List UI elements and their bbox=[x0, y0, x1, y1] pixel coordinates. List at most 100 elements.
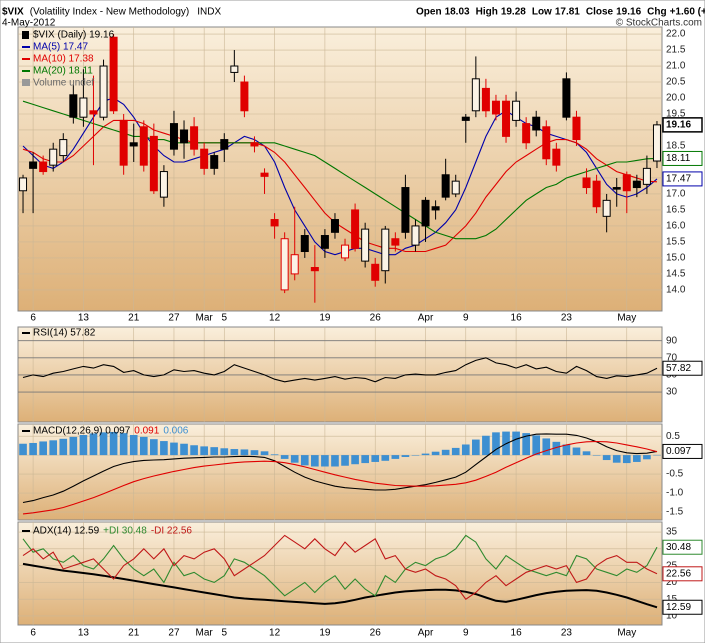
candle-body bbox=[310, 267, 319, 272]
candle-body bbox=[512, 100, 521, 121]
x-tick-label: Apr bbox=[418, 628, 434, 639]
y-tick-label: 15 bbox=[666, 594, 678, 605]
value-badge-text: 18.11 bbox=[666, 153, 691, 164]
candle-body bbox=[190, 126, 199, 150]
candle-body bbox=[371, 263, 380, 281]
candle-body bbox=[49, 148, 58, 166]
x-tick-label: Mar bbox=[196, 628, 214, 639]
candle-body bbox=[139, 126, 148, 166]
x-tick-label: 9 bbox=[463, 313, 469, 324]
histogram-bar bbox=[421, 453, 430, 456]
x-tick-label: 13 bbox=[78, 313, 90, 324]
series-line bbox=[22, 97, 658, 256]
histogram-bar bbox=[371, 455, 380, 462]
histogram-bar bbox=[512, 431, 520, 456]
x-tick-label: May bbox=[617, 628, 636, 639]
candle-body bbox=[381, 228, 390, 272]
legend-text: $VIX (Daily) 19.16 bbox=[33, 30, 115, 41]
candle-body bbox=[622, 174, 631, 192]
value-badge-text: 57.82 bbox=[666, 363, 691, 374]
y-tick-label: 20.0 bbox=[666, 93, 686, 104]
candle-body bbox=[522, 123, 531, 144]
candle-body bbox=[89, 110, 98, 115]
histogram-bar bbox=[643, 455, 651, 460]
candle-body bbox=[149, 135, 158, 192]
y-tick-label: 19.5 bbox=[666, 109, 686, 120]
x-tick-label: Apr bbox=[418, 313, 434, 324]
x-tick-label: 5 bbox=[222, 628, 228, 639]
legend-text: MACD(12,26,9) 0.097 bbox=[33, 426, 131, 437]
y-tick-label: 25 bbox=[666, 560, 678, 571]
candle-body bbox=[461, 116, 470, 121]
value-badge bbox=[662, 171, 703, 187]
x-tick-label: 12 bbox=[269, 628, 281, 639]
candle-body bbox=[542, 126, 551, 160]
histogram-bar bbox=[411, 455, 420, 456]
candle-body bbox=[602, 199, 611, 217]
candle-body bbox=[230, 65, 239, 73]
histogram-bar bbox=[441, 449, 450, 456]
histogram-bar bbox=[129, 435, 138, 456]
candle-body bbox=[411, 225, 420, 246]
candle-body bbox=[552, 148, 561, 166]
histogram-bar bbox=[99, 432, 108, 456]
y-tick-label: 14.0 bbox=[666, 285, 686, 296]
macd-panel bbox=[17, 423, 663, 521]
value-badge-text: 12.59 bbox=[666, 602, 691, 613]
candle-body bbox=[200, 148, 209, 169]
histogram-bar bbox=[200, 446, 208, 456]
histogram-bar bbox=[49, 440, 58, 456]
candle-body bbox=[592, 180, 601, 208]
candle-body bbox=[280, 238, 289, 291]
histogram-bar bbox=[119, 433, 128, 456]
histogram-bar bbox=[210, 447, 219, 456]
y-tick-label: 18.5 bbox=[666, 141, 686, 152]
candle-body bbox=[159, 171, 168, 198]
histogram-bar bbox=[522, 433, 530, 456]
x-tick-label: Mar bbox=[196, 313, 214, 324]
header-stat: 17.81 bbox=[555, 7, 580, 18]
candle-body bbox=[29, 161, 38, 169]
x-tick-label: 27 bbox=[168, 628, 180, 639]
candle-body bbox=[220, 139, 229, 150]
candle-body bbox=[612, 187, 621, 190]
candle-body bbox=[652, 124, 661, 162]
candle-body bbox=[69, 94, 78, 118]
x-tick-label: 21 bbox=[128, 313, 140, 324]
y-tick-label: 35 bbox=[666, 527, 678, 538]
histogram-bar bbox=[260, 451, 269, 456]
header-text: (Volatility Index - New Methodology) bbox=[30, 7, 190, 18]
candle-body bbox=[99, 65, 108, 118]
header-stat: Low bbox=[532, 7, 552, 18]
x-tick-label: 26 bbox=[370, 313, 382, 324]
histogram-bar bbox=[59, 438, 68, 456]
candle-body bbox=[401, 187, 410, 233]
value-badge-text: 17.47 bbox=[666, 174, 691, 185]
y-tick-label: 20 bbox=[666, 577, 678, 588]
histogram-bar bbox=[552, 441, 561, 456]
header-stat: 19.16 bbox=[616, 7, 641, 18]
y-tick-label: 15.5 bbox=[666, 237, 686, 248]
histogram-bar bbox=[461, 444, 470, 456]
price-panel bbox=[17, 26, 663, 312]
histogram-bar bbox=[653, 454, 661, 456]
header-stat: 19.28 bbox=[501, 7, 526, 18]
candle-body bbox=[250, 142, 259, 147]
value-badge bbox=[662, 443, 703, 459]
histogram-bar bbox=[29, 442, 37, 456]
candle-body bbox=[572, 116, 581, 141]
histogram-bar bbox=[139, 436, 148, 456]
y-tick-label: 10 bbox=[666, 611, 678, 622]
series-line bbox=[22, 440, 658, 515]
y-tick-label: 15.0 bbox=[666, 253, 686, 264]
x-tick-label: 27 bbox=[168, 313, 180, 324]
series-line bbox=[22, 562, 658, 609]
y-tick-label: 21.5 bbox=[666, 45, 686, 56]
adx-panel bbox=[17, 521, 663, 626]
histogram-bar bbox=[69, 436, 78, 456]
x-tick-label: 6 bbox=[30, 628, 36, 639]
y-tick-label: -1.0 bbox=[666, 488, 684, 499]
x-tick-label: May bbox=[617, 313, 636, 324]
candle-body bbox=[39, 161, 48, 173]
